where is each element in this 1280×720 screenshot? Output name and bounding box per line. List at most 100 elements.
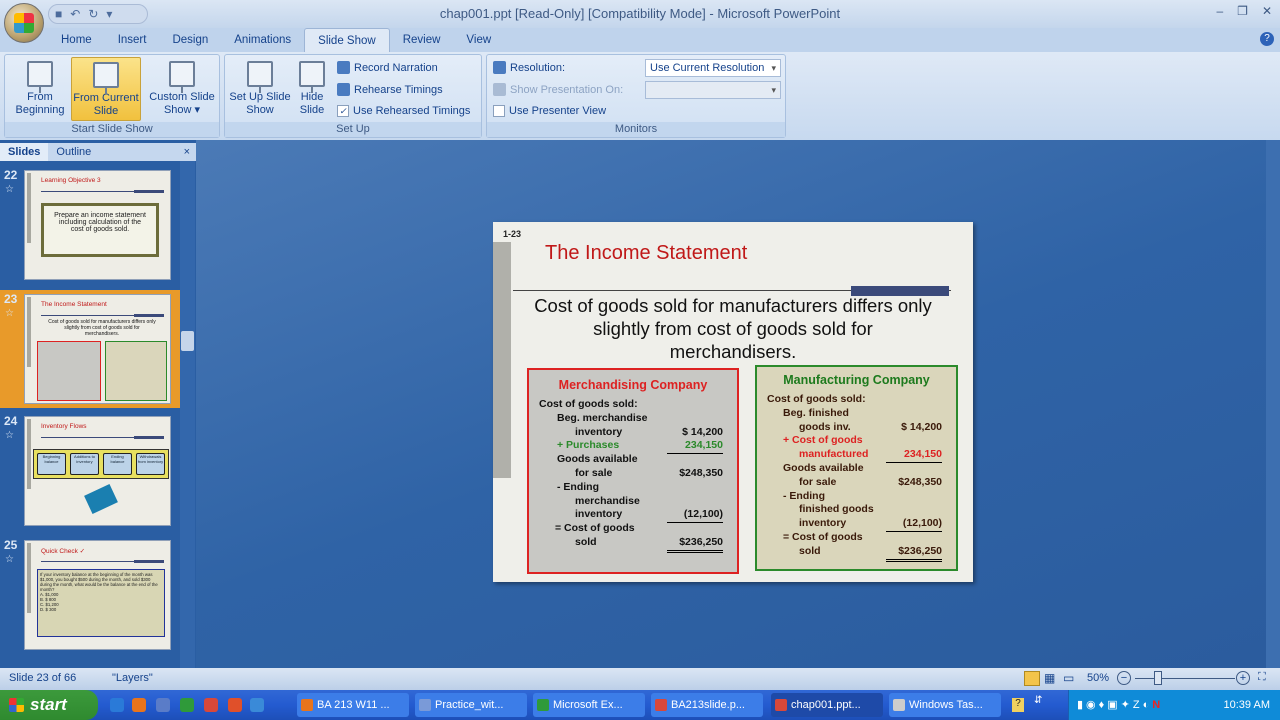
task-windows-task-manager[interactable]: Windows Tas... — [889, 693, 1001, 717]
slide-thumbnail-22[interactable]: 22 ☆ Learning Objective 3 Prepare an inco… — [0, 166, 180, 284]
office-button[interactable] — [4, 3, 44, 43]
taskbar-group-arrow-icon[interactable]: ⇵ — [1034, 695, 1043, 706]
statement-row: Goods available — [767, 462, 956, 476]
row-label: inventory — [799, 517, 847, 530]
zoom-level[interactable]: 50% — [1087, 672, 1110, 684]
slide-page-number: 1-23 — [503, 229, 522, 239]
slides-pane-scrollbar[interactable] — [180, 161, 195, 668]
monitor-icon — [493, 61, 506, 74]
current-slide[interactable]: 1-23 The Income Statement Cost of goods … — [493, 222, 973, 582]
browser-icon[interactable] — [250, 698, 264, 712]
zoom-slider[interactable] — [1135, 678, 1235, 679]
task-excel[interactable]: Microsoft Ex... — [533, 693, 645, 717]
normal-view-icon[interactable] — [1024, 671, 1040, 686]
task-firefox[interactable]: BA 213 W11 ... — [297, 693, 409, 717]
projector-play-icon — [27, 61, 53, 93]
task-ba213slide[interactable]: BA213slide.p... — [651, 693, 763, 717]
tab-insert[interactable]: Insert — [117, 34, 147, 46]
row-label: Goods available — [783, 461, 864, 474]
redo-icon[interactable]: ↻ — [88, 7, 99, 21]
slide-thumbnail-24[interactable]: 24 ☆ Inventory Flows Beginning balance Ad… — [0, 412, 180, 530]
row-value: (12,100) — [886, 517, 942, 532]
slide-title: The Income Statement — [545, 242, 748, 264]
slide-sorter-icon[interactable]: ▦ — [1044, 671, 1056, 685]
row-label: for sale — [799, 475, 837, 488]
statement-row: sold $236,250 — [539, 536, 737, 553]
tab-slides[interactable]: Slides — [0, 143, 49, 161]
record-narration-button[interactable]: Record Narration — [337, 61, 438, 74]
slide-thumbnail-23[interactable]: 23 ☆ The Income Statement Cost of goods s… — [0, 290, 180, 408]
zoom-in-button[interactable]: + — [1236, 671, 1250, 685]
powerpoint-icon[interactable] — [228, 698, 242, 712]
custom-show-icon — [169, 61, 195, 93]
animation-star-icon: ☆ — [5, 554, 14, 565]
thumb-title: Quick Check ✓ — [41, 548, 86, 555]
hide-slide-button[interactable]: Hide Slide — [293, 57, 331, 121]
statement-row: = Cost of goods — [767, 531, 956, 545]
restore-button[interactable]: ❐ — [1237, 4, 1248, 18]
close-button[interactable]: ✕ — [1261, 4, 1272, 18]
zoom-out-button[interactable]: − — [1117, 671, 1131, 685]
row-label: Goods available — [557, 453, 638, 466]
acrobat-icon[interactable] — [204, 698, 218, 712]
help-icon[interactable]: ? — [1260, 32, 1274, 46]
word-icon[interactable] — [156, 698, 170, 712]
flow-box: Beginning balance — [37, 453, 66, 475]
fit-to-window-icon[interactable]: ⛶ — [1258, 671, 1266, 683]
statement-row: + Purchases 234,150 — [539, 439, 737, 455]
slide-show-view-icon[interactable]: ▭ — [1063, 671, 1075, 685]
task-chap001[interactable]: chap001.ppt... — [771, 693, 883, 717]
show-presentation-on-dropdown[interactable] — [645, 81, 781, 99]
statement-row: Cost of goods sold: — [767, 393, 956, 407]
tab-review[interactable]: Review — [402, 34, 441, 46]
help-tray-icon[interactable]: ? — [1012, 698, 1024, 712]
status-bar: Slide 23 of 66 "Layers" ▦ ▭ 50% − + ⛶ — [0, 668, 1280, 690]
close-pane-button[interactable]: × — [183, 146, 190, 158]
task-practice[interactable]: Practice_wit... — [415, 693, 527, 717]
set-up-slide-show-button[interactable]: Set Up Slide Show — [227, 57, 293, 121]
theme-name: "Layers" — [112, 672, 153, 684]
flow-box: Ending balance — [103, 453, 132, 475]
use-rehearsed-timings-checkbox[interactable]: ✓ Use Rehearsed Timings — [337, 105, 470, 117]
tray-icons[interactable]: ▮◉♦▣✦Z◐N — [1077, 699, 1164, 711]
statement-row: inventory $ 14,200 — [539, 426, 737, 440]
slide-thumbnail-25[interactable]: 25 ☆ Quick Check ✓ If your inventory bala… — [0, 536, 180, 654]
from-current-slide-button[interactable]: From Current Slide — [71, 57, 141, 121]
thumb-option: D. $ 300 — [40, 607, 57, 612]
statement-row: inventory (12,100) — [539, 508, 737, 524]
customize-qat-icon[interactable]: ▾ — [106, 7, 113, 21]
ie-icon[interactable] — [110, 698, 124, 712]
row-value: 234,150 — [667, 439, 723, 455]
tab-outline[interactable]: Outline — [56, 146, 92, 158]
tab-design[interactable]: Design — [172, 34, 209, 46]
zoom-slider-thumb[interactable] — [1154, 671, 1162, 685]
statement-row: manufactured 234,150 — [767, 448, 956, 463]
tab-home[interactable]: Home — [61, 34, 92, 46]
start-button[interactable]: start — [0, 690, 98, 720]
rehearse-timings-button[interactable]: Rehearse Timings — [337, 83, 443, 96]
undo-icon[interactable]: ↶ — [70, 7, 81, 21]
tab-slide-show[interactable]: Slide Show — [304, 28, 390, 52]
excel-icon[interactable] — [180, 698, 194, 712]
vertical-scrollbar[interactable] — [1266, 140, 1280, 668]
custom-slide-show-button[interactable]: Custom Slide Show ▾ — [147, 57, 217, 121]
scrollbar-thumb[interactable] — [181, 331, 194, 351]
animation-star-icon: ☆ — [5, 184, 14, 195]
save-icon[interactable]: ■ — [55, 7, 63, 21]
tab-view[interactable]: View — [466, 34, 492, 46]
from-beginning-button[interactable]: From Beginning — [9, 57, 71, 121]
row-label: inventory — [575, 508, 623, 521]
row-label: goods inv. — [799, 420, 851, 433]
row-value: $ 14,200 — [901, 420, 942, 433]
statement-row: - Ending — [767, 490, 956, 504]
resolution-dropdown[interactable]: Use Current Resolution — [645, 59, 781, 77]
use-presenter-view-checkbox[interactable]: Use Presenter View — [493, 105, 606, 117]
minimize-button[interactable]: – — [1216, 4, 1224, 18]
clock: 10:39 AM — [1223, 699, 1270, 711]
checkbox-unchecked-icon — [493, 105, 505, 117]
statement-row: goods inv. $ 14,200 — [767, 421, 956, 435]
group-start-slide-show: From Beginning From Current Slide Custom… — [4, 54, 220, 138]
row-label: sold — [799, 544, 821, 557]
firefox-icon[interactable] — [132, 698, 146, 712]
tab-animations[interactable]: Animations — [234, 34, 292, 46]
